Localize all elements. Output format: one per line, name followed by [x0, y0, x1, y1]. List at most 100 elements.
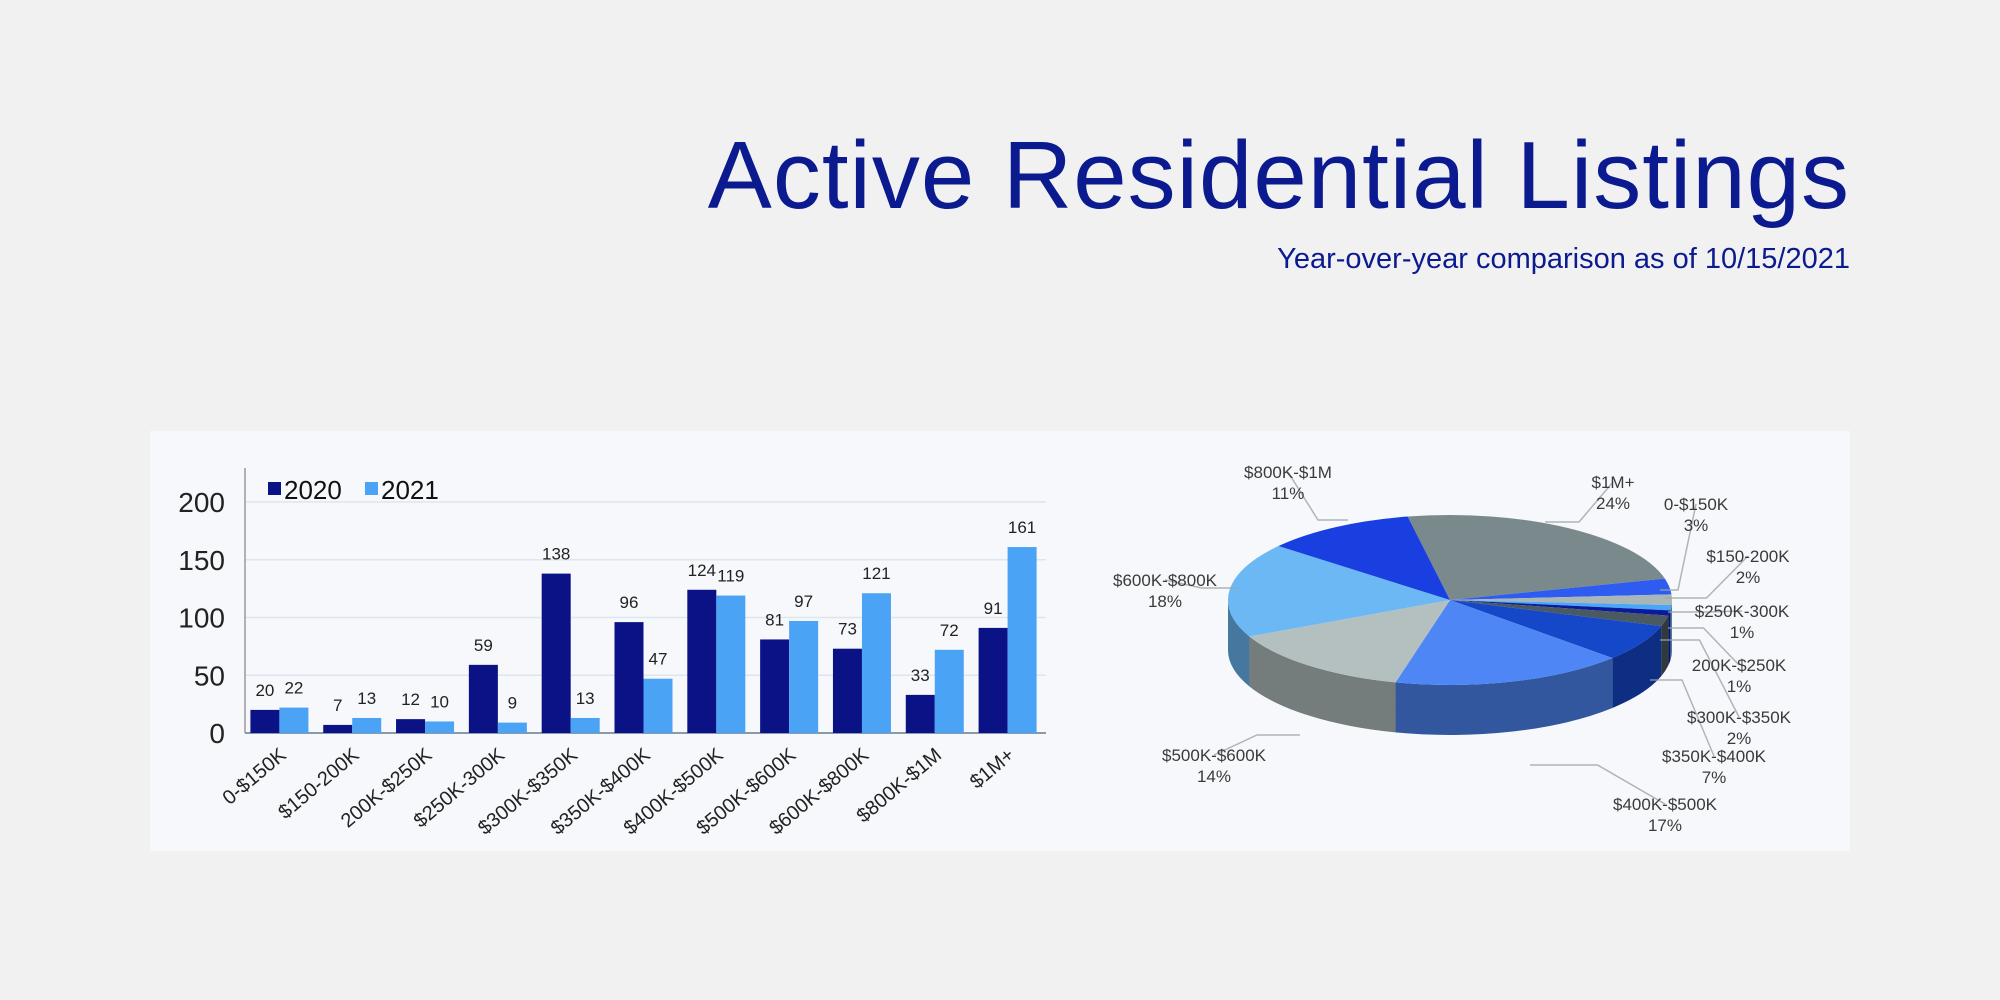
pie-label: 0-$150K 3%: [1664, 494, 1728, 536]
bar-value-label: 13: [576, 689, 595, 708]
y-tick-label: 200: [178, 487, 225, 518]
pie-label: $1M+ 24%: [1592, 472, 1635, 514]
pie-leader-line: [1660, 503, 1697, 591]
pie-label: $600K-$800K 18%: [1113, 570, 1217, 612]
pie-leader-line: [1213, 734, 1300, 756]
bar-value-label: 47: [649, 650, 668, 669]
pie-label-name: $300K-$350K: [1687, 708, 1791, 727]
pie-slice: [1450, 600, 1669, 626]
x-tick-label: 0-$150K: [219, 744, 292, 810]
pie-slice: [1450, 594, 1672, 606]
page-title: Active Residential Listings: [707, 122, 1850, 229]
bar-value-label: 96: [620, 593, 639, 612]
bar-value-label: 33: [911, 666, 930, 685]
bar-2020: [396, 719, 426, 733]
pie-label-name: $600K-$800K: [1113, 571, 1217, 590]
pie-label: $250K-300K 1%: [1695, 601, 1790, 643]
bar-2021: [861, 593, 891, 733]
bar-value-label: 81: [765, 610, 784, 629]
x-tick-label: $1M+: [966, 744, 1019, 793]
pie-slice: [1278, 516, 1450, 600]
pie-label: $150-200K 2%: [1706, 546, 1789, 588]
pie-slice: [1450, 578, 1672, 600]
pie-slice-side: [1670, 605, 1672, 661]
legend-label: 2021: [381, 475, 439, 505]
pie-label-name: $250K-300K: [1694, 602, 1790, 621]
pie-slice: [1450, 600, 1672, 611]
legend-label: 2020: [284, 475, 342, 505]
pie-label-pct: 17%: [1647, 816, 1683, 835]
bar-2021: [497, 722, 527, 733]
bar-value-label: 7: [333, 696, 342, 715]
pie-label-name: $350K-$400K: [1662, 747, 1766, 766]
pie-label-pct: 14%: [1196, 767, 1232, 786]
bar-value-label: 59: [474, 636, 493, 655]
bar-value-label: 91: [984, 599, 1003, 618]
bar-value-label: 22: [284, 679, 303, 698]
pie-label-pct: 11%: [1271, 484, 1305, 503]
pie-slice-side: [1395, 657, 1613, 735]
pie-label-pct: 7%: [1701, 768, 1727, 787]
bar-2021: [425, 721, 455, 733]
pie-label-name: $800K-$1M: [1244, 463, 1332, 482]
pie-label: $350K-$400K 7%: [1662, 746, 1766, 788]
bar-2021: [643, 678, 673, 733]
pie-slice-side: [1612, 625, 1662, 708]
pie-leader-line: [1665, 555, 1749, 599]
pie-slice-side: [1228, 600, 1250, 687]
bar-2020: [541, 573, 571, 733]
pie-label-name: $500K-$600K: [1162, 746, 1266, 765]
pie-label-name: $150-200K: [1706, 547, 1790, 566]
y-tick-label: 150: [178, 545, 225, 576]
pie-label-pct: 1%: [1729, 623, 1755, 642]
pie-label-name: $400K-$500K: [1613, 795, 1717, 814]
bar-2020: [250, 709, 280, 733]
pie-label-name: 200K-$250K: [1691, 656, 1787, 675]
bar-2021: [1007, 547, 1037, 733]
pie-leader-line: [1530, 764, 1666, 805]
bar-2021: [934, 649, 964, 733]
bar-2020: [614, 622, 644, 733]
pie-leader-line: [1287, 471, 1348, 521]
bar-2020: [832, 648, 862, 733]
pie-label-pct: 18%: [1147, 592, 1183, 611]
bar-value-label: 138: [542, 545, 570, 564]
pie-label: $400K-$500K 17%: [1613, 794, 1717, 836]
bar-value-label: 121: [862, 564, 890, 583]
bar-2021: [716, 595, 746, 733]
bar-2020: [468, 664, 498, 733]
bar-value-label: 73: [838, 620, 857, 639]
pie-label-name: 0-$150K: [1663, 495, 1729, 514]
bar-value-label: 20: [255, 681, 274, 700]
pie-slice: [1228, 546, 1450, 637]
bar-2020: [905, 694, 935, 733]
pie-leader-line: [1650, 679, 1715, 757]
pie-slice: [1450, 600, 1662, 658]
bar-2021: [279, 707, 309, 733]
y-tick-label: 0: [209, 718, 225, 749]
pie-label: $800K-$1M 11%: [1244, 462, 1332, 504]
pie-slice-side: [1668, 610, 1671, 666]
bar-value-label: 12: [401, 690, 420, 709]
bar-value-label: 161: [1008, 518, 1036, 537]
bar-2020: [687, 589, 717, 733]
y-tick-label: 50: [194, 660, 225, 691]
bar-value-label: 72: [940, 621, 959, 640]
bar-value-label: 97: [794, 592, 813, 611]
pie-label: $300K-$350K 2%: [1687, 707, 1791, 749]
pie-label-pct: 2%: [1726, 729, 1752, 748]
pie-slice-side: [1661, 615, 1669, 676]
y-tick-label: 100: [178, 603, 225, 634]
bar-2020: [323, 724, 353, 733]
pie-label-pct: 1%: [1726, 677, 1752, 696]
pie-label-pct: 2%: [1735, 568, 1761, 587]
pie-label: $500K-$600K 14%: [1162, 745, 1266, 787]
pie-label: 200K-$250K 1%: [1692, 655, 1787, 697]
bar-value-label: 119: [717, 567, 744, 586]
pie-slice-side: [1249, 636, 1396, 733]
legend-swatch-2021: [365, 482, 378, 495]
pie-slice: [1407, 515, 1665, 600]
pie-slice: [1395, 600, 1613, 685]
pie-label-pct: 3%: [1683, 516, 1709, 535]
